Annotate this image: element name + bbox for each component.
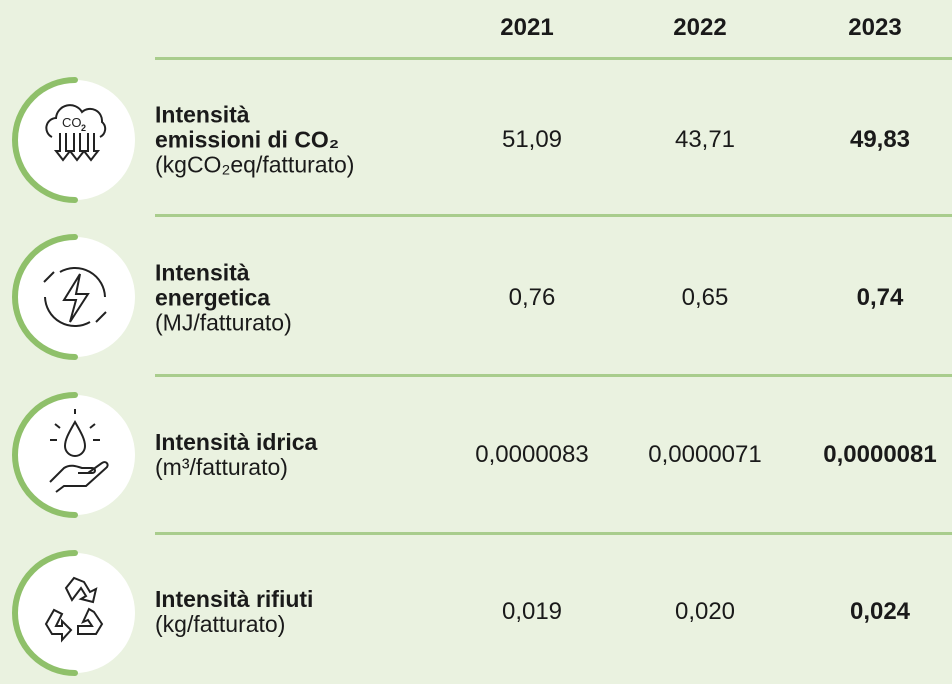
cell-value: 0,0000081 — [823, 441, 937, 468]
row-rule — [155, 532, 952, 535]
row-label: Intensità rifiuti (kg/fatturato) — [155, 587, 455, 637]
row-rule — [155, 214, 952, 217]
cell-value: 43,71 — [674, 126, 736, 153]
row-label: Intensità idrica (m³/fatturato) — [155, 430, 455, 480]
row-unit: (m³/fatturato) — [155, 454, 288, 480]
row-unit: (MJ/fatturato) — [155, 309, 292, 336]
row-unit: (kgCO₂eq/fatturato) — [155, 151, 355, 178]
energy-icon — [12, 234, 135, 360]
cell-value: 0,65 — [681, 284, 729, 311]
row-title: energetica — [155, 284, 271, 311]
cell-value: 0,0000083 — [475, 441, 589, 468]
recycle-icon — [12, 550, 135, 676]
row-title: Intensità idrica — [155, 429, 318, 455]
cell-value: 0,020 — [674, 598, 736, 625]
cell-value: 0,0000071 — [648, 441, 762, 468]
row-unit: (kg/fatturato) — [155, 611, 286, 637]
water-icon — [12, 392, 135, 518]
row-title: Intensità — [155, 101, 250, 128]
cell-value: 0,024 — [849, 598, 911, 625]
cell-value: 49,83 — [849, 126, 911, 153]
row-title: Intensità rifiuti — [155, 586, 314, 612]
year-header: 2023 — [848, 14, 902, 41]
year-header: 2022 — [673, 14, 727, 41]
row-rule — [155, 374, 952, 377]
svg-text:2: 2 — [81, 123, 86, 133]
row-label: Intensità energetica (MJ/fatturato) — [155, 259, 455, 336]
cell-value: 0,74 — [856, 284, 904, 311]
year-header: 2021 — [500, 14, 554, 41]
header-rule — [155, 57, 952, 60]
cell-value: 51,09 — [501, 126, 563, 153]
co2-icon: CO 2 — [12, 77, 135, 203]
cell-value: 0,019 — [501, 598, 563, 625]
svg-text:CO: CO — [62, 115, 82, 130]
cell-value: 0,76 — [508, 284, 556, 311]
row-title: emissioni di CO₂ — [155, 126, 340, 153]
row-title: Intensità — [155, 259, 250, 286]
row-label: Intensità emissioni di CO₂ (kgCO₂eq/fattur… — [155, 101, 455, 178]
